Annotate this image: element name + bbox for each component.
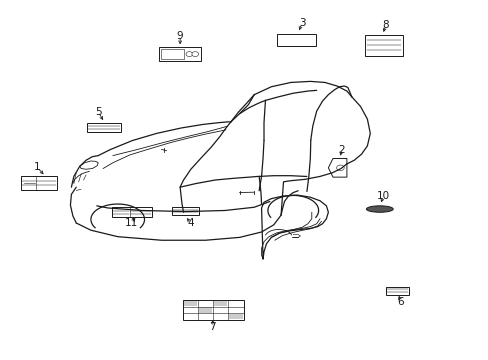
Bar [161, 49, 184, 59]
Bar [385, 287, 408, 295]
Bar [364, 35, 402, 55]
Text: 5: 5 [95, 107, 102, 117]
Text: 4: 4 [187, 218, 194, 228]
Bar [214, 301, 227, 306]
Text: 10: 10 [376, 191, 389, 201]
Bar [21, 176, 57, 190]
Bar [183, 301, 197, 306]
Text: 1: 1 [34, 162, 41, 172]
Text: 3: 3 [298, 18, 305, 28]
Bar [159, 47, 201, 61]
Text: 2: 2 [338, 144, 345, 154]
Ellipse shape [366, 206, 392, 212]
Bar [199, 307, 212, 312]
Bar [112, 207, 152, 217]
Bar [229, 314, 242, 319]
Text: 11: 11 [124, 218, 138, 228]
Circle shape [185, 52, 192, 57]
Text: 7: 7 [209, 322, 216, 332]
Circle shape [191, 52, 198, 57]
Bar [87, 123, 121, 132]
Bar [182, 300, 243, 320]
Bar [277, 34, 316, 46]
Text: 8: 8 [382, 20, 388, 30]
Bar [172, 207, 199, 215]
Text: 9: 9 [177, 31, 183, 41]
Polygon shape [328, 158, 346, 177]
Text: 6: 6 [396, 297, 403, 307]
Circle shape [336, 165, 344, 171]
